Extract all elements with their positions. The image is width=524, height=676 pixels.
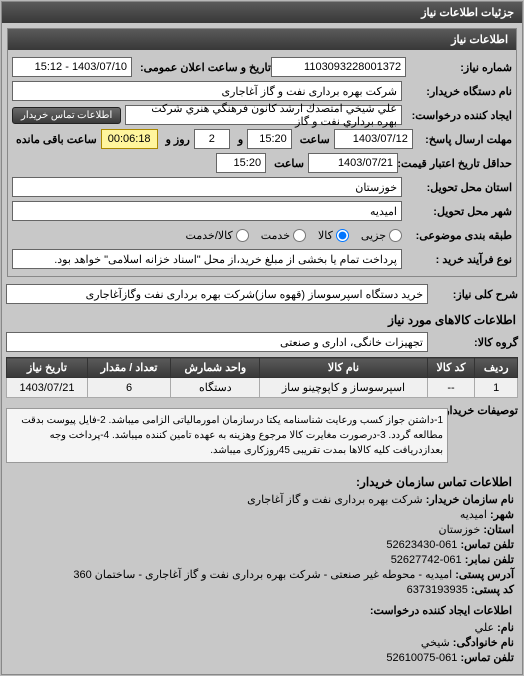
mohlat-time: 15:20: [247, 129, 292, 149]
row-shomare-niaz: شماره نیاز: 1103093228001372 تاریخ و ساع…: [12, 56, 512, 78]
contact-buyer-button[interactable]: اطلاعات تماس خریدار: [12, 107, 121, 124]
c-family-label: نام خانوادگی:: [453, 637, 514, 649]
c-namabar-value: 061-52627742: [391, 554, 462, 566]
row-ostan: استان محل تحویل: خوزستان: [12, 176, 512, 198]
td-radif: 1: [475, 378, 518, 398]
td-tedad: 6: [87, 378, 170, 398]
ijad-konande-label: ایجاد کننده درخواست:: [408, 109, 512, 122]
tabaghe-radio-group: جزیی کالا خدمت کالا/خدمت: [186, 229, 402, 242]
c-kodposti-label: کد پستی:: [471, 584, 514, 596]
tosifat-label: توصیفات خریدار:: [437, 404, 518, 417]
contact-title: اطلاعات تماس سازمان خریدار:: [10, 469, 514, 491]
main-panel: جزئیات اطلاعات نیاز اطلاعات نیاز شماره ن…: [1, 1, 523, 675]
c-tel2-value: 061-52610075: [386, 652, 457, 664]
tabaghe-label: طبقه بندی موضوعی:: [412, 229, 512, 242]
mohlat-label: مهلت ارسال پاسخ:: [421, 133, 512, 146]
c-sazman-label: نام سازمان خریدار:: [426, 494, 514, 506]
remain-label: ساعت باقی مانده: [12, 133, 97, 146]
ostan-label: استان محل تحویل:: [423, 181, 512, 194]
th-radif: ردیف: [475, 358, 518, 378]
ostan-value: خوزستان: [12, 177, 402, 197]
table-header-row: ردیف کد کالا نام کالا واحد شمارش تعداد /…: [7, 358, 518, 378]
shomare-niaz-label: شماره نیاز:: [456, 61, 512, 74]
ijad-konande-value: علي شيخي امتصدك ارشد كانون فرهنگي هنري ش…: [125, 105, 402, 125]
td-kod: --: [427, 378, 475, 398]
td-vahed: دستگاه: [171, 378, 260, 398]
c-adres-label: آدرس پستی:: [455, 569, 514, 581]
panel-title: جزئیات اطلاعات نیاز: [2, 2, 522, 23]
c-kodposti-value: 6373193935: [407, 584, 468, 596]
c-namabar-label: تلفن نمابر:: [465, 554, 514, 566]
tarikh-elan-label: تاریخ و ساعت اعلان عمومی:: [136, 61, 271, 74]
th-vahed: واحد شمارش: [171, 358, 260, 378]
c-ostan-label: استان:: [483, 524, 514, 536]
ijad-title: اطلاعات ایجاد کننده درخواست:: [10, 598, 514, 619]
radio-khedmat[interactable]: [293, 229, 306, 242]
row-etebar: حداقل تاریخ اعتبار قیمت: تا تاریخ: 1403/…: [12, 152, 512, 174]
c-adres-value: امیدیه - محوطه غیر صنعتی - شرکت بهره برد…: [73, 569, 452, 581]
tosifat-text: 1-داشتن جواز کسب ورعایت شناسنامه یکتا در…: [6, 408, 448, 463]
row-ijad-konande: ایجاد کننده درخواست: علي شيخي امتصدك ارش…: [12, 104, 512, 126]
radio-kala[interactable]: [336, 229, 349, 242]
tarikh-elan-value: 1403/07/10 - 15:12: [12, 57, 132, 77]
shahr-value: امیدیه: [12, 201, 402, 221]
kharidar-value: شرکت بهره برداری نفت و گاز آغاجاری: [12, 81, 402, 101]
etebar-date: 1403/07/21: [308, 153, 398, 173]
mohlat-days: 2: [194, 129, 230, 149]
gorooh-label: گروه کالا:: [470, 336, 518, 349]
row-tosifat: توصیفات خریدار: 1-داشتن جواز کسب ورعایت …: [6, 404, 518, 463]
rooz-label: روز و: [162, 133, 190, 146]
td-tarikh: 1403/07/21: [7, 378, 88, 398]
saat-label-2: ساعت: [270, 157, 304, 170]
kala-label: کالا: [318, 229, 333, 242]
saat-label-1: ساعت: [296, 133, 330, 146]
th-nam: نام کالا: [260, 358, 427, 378]
mohlat-date: 1403/07/12: [334, 129, 413, 149]
shahr-label: شهر محل تحویل:: [429, 205, 512, 218]
farayand-text: پرداخت تمام یا بخشی از مبلغ خرید،از محل …: [12, 249, 402, 269]
c-sazman-value: شرکت بهره برداری نفت و گاز آغاجاری: [247, 494, 423, 506]
mohlat-remain: 00:06:18: [101, 129, 158, 149]
sharh-label: شرح کلی نیاز:: [449, 288, 518, 301]
table-row: 1 -- اسپرسوساز و کاپوچینو ساز دستگاه 6 1…: [7, 378, 518, 398]
c-nam-label: نام:: [497, 622, 514, 634]
jozei-label: جزیی: [361, 229, 386, 242]
kala-khedmat-label: کالا/خدمت: [186, 229, 233, 242]
c-shahr-value: امیدیه: [460, 509, 487, 521]
c-family-value: شيخي: [421, 637, 450, 649]
row-kharidar: نام دستگاه خریدار: شرکت بهره برداری نفت …: [12, 80, 512, 102]
c-tel2-label: تلفن تماس:: [460, 652, 514, 664]
row-gorooh: گروه کالا: تجهیزات خانگی، اداری و صنعتی: [6, 331, 518, 353]
radio-jozei[interactable]: [389, 229, 402, 242]
farayand-label: نوع فرآیند خرید :: [432, 253, 512, 266]
niaz-info-panel: اطلاعات نیاز شماره نیاز: 110309322800137…: [7, 28, 517, 277]
panel-body: اطلاعات نیاز شماره نیاز: 110309322800137…: [2, 23, 522, 674]
c-nam-value: علي: [475, 622, 494, 634]
c-ostan-value: خوزستان: [438, 524, 480, 536]
gorooh-value: تجهیزات خانگی، اداری و صنعتی: [6, 332, 428, 352]
kharidar-label: نام دستگاه خریدار:: [422, 85, 512, 98]
items-table: ردیف کد کالا نام کالا واحد شمارش تعداد /…: [6, 357, 518, 398]
radio-kala-khedmat[interactable]: [236, 229, 249, 242]
c-shahr-label: شهر:: [490, 509, 514, 521]
row-farayand: نوع فرآیند خرید : پرداخت تمام یا بخشی از…: [12, 248, 512, 270]
kalaha-title: اطلاعات کالاهای مورد نیاز: [6, 307, 518, 329]
contact-section: اطلاعات تماس سازمان خریدار: نام سازمان خ…: [6, 465, 518, 670]
etebar-time: 15:20: [216, 153, 266, 173]
th-tarikh: تاریخ نیاز: [7, 358, 88, 378]
khedmat-label: خدمت: [261, 229, 290, 242]
c-telefon-label: تلفن تماس:: [460, 539, 514, 551]
row-sharh: شرح کلی نیاز: خرید دستگاه اسپرسوساز (قهو…: [6, 283, 518, 305]
shomare-niaz-value: 1103093228001372: [271, 57, 406, 77]
sharh-value: خرید دستگاه اسپرسوساز (قهوه ساز)شرکت بهر…: [6, 284, 428, 304]
va-label: و: [234, 133, 243, 146]
th-kod: کد کالا: [427, 358, 475, 378]
row-tabaghe: طبقه بندی موضوعی: جزیی کالا خدمت کالا/خد…: [12, 224, 512, 246]
td-nam: اسپرسوساز و کاپوچینو ساز: [260, 378, 427, 398]
c-telefon-value: 061-52623430: [386, 539, 457, 551]
th-tedad: تعداد / مقدار: [87, 358, 170, 378]
row-shahr: شهر محل تحویل: امیدیه: [12, 200, 512, 222]
row-mohlat: مهلت ارسال پاسخ: 1403/07/12 ساعت 15:20 و…: [12, 128, 512, 150]
niaz-info-title: اطلاعات نیاز: [8, 29, 516, 50]
